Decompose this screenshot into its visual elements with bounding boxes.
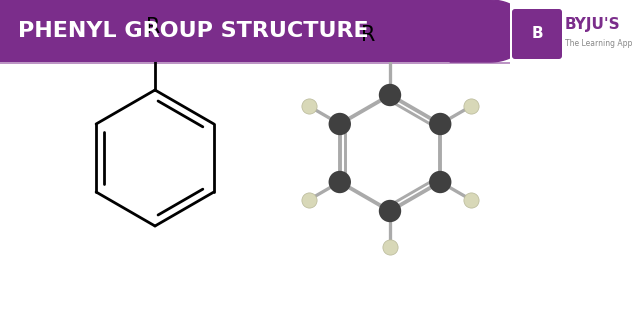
Text: PHENYL GROUP STRUCTURE: PHENYL GROUP STRUCTURE <box>18 21 369 41</box>
Point <box>334 179 345 184</box>
Text: R: R <box>361 25 375 45</box>
Text: BYJU'S: BYJU'S <box>565 17 621 32</box>
FancyBboxPatch shape <box>512 9 562 59</box>
Bar <box>510 0 642 64</box>
Text: R: R <box>146 17 160 37</box>
Point <box>435 179 446 184</box>
Text: B: B <box>531 27 543 42</box>
Point <box>334 121 345 126</box>
Bar <box>0 62 642 64</box>
Point <box>466 104 476 109</box>
Point <box>466 198 476 203</box>
Point <box>304 198 314 203</box>
Point <box>435 121 446 126</box>
Point <box>385 93 395 98</box>
Bar <box>0 0 490 62</box>
Point <box>304 104 314 109</box>
Point <box>385 208 395 213</box>
Text: The Learning App: The Learning App <box>565 39 632 48</box>
Point <box>385 244 395 249</box>
Polygon shape <box>450 0 530 62</box>
